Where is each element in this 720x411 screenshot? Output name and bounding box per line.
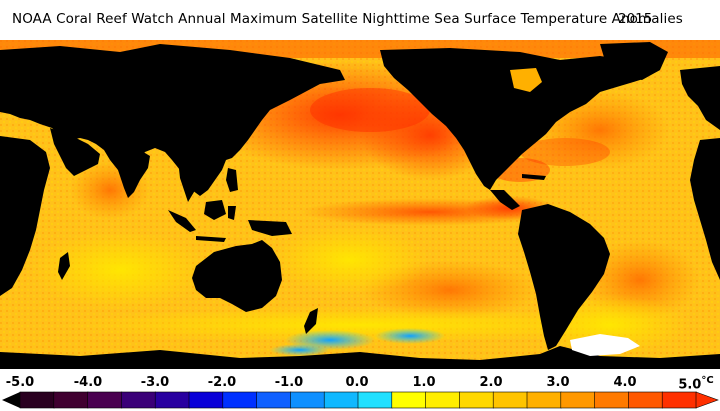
south-america [518, 204, 610, 350]
colorbar-swatch [526, 391, 562, 409]
colorbar-swatch [290, 391, 325, 409]
arabian-peninsula [50, 128, 100, 176]
title-bar: NOAA Coral Reef Watch Annual Maximum Sat… [0, 0, 720, 40]
colorbar-swatch [492, 391, 528, 409]
colorbar-swatch [222, 391, 258, 409]
new-zealand [304, 308, 318, 334]
legend-tick-label: -1.0 [274, 375, 304, 390]
legend-tick-label: -3.0 [140, 375, 170, 390]
new-guinea [248, 220, 292, 236]
legend-tick-label: 2.0 [479, 375, 503, 390]
africa-east-coast [0, 136, 50, 296]
colorbar-swatch [53, 391, 89, 409]
sst-anomaly-map [0, 40, 720, 369]
madagascar [58, 252, 70, 280]
central-america [490, 190, 520, 210]
australia [192, 240, 282, 312]
southern-ocean-cold-patch-3 [270, 344, 330, 356]
europe-west [680, 66, 720, 130]
colorbar-swatch [459, 391, 494, 409]
map-year: 2015 [618, 11, 653, 27]
philippines [226, 168, 238, 192]
legend-tick-label: 0.0 [345, 375, 369, 390]
kamchatka [290, 70, 310, 92]
north-america [380, 48, 660, 190]
atlantic-red-core [520, 138, 610, 166]
colorbar-swatch [357, 391, 393, 409]
legend-tick-label: 5.0°C [678, 375, 714, 393]
colorbar-swatch [87, 391, 123, 409]
colorbar-swatch [256, 391, 292, 409]
southern-ocean-yellow-band [60, 307, 660, 343]
legend-tick-label: 3.0 [546, 375, 570, 390]
greenland [600, 42, 668, 80]
legend-tick-label: -4.0 [73, 375, 103, 390]
south-pacific-yellow-zone [270, 225, 430, 295]
antarctica [0, 346, 720, 369]
north-pacific-red-core [310, 88, 430, 132]
southern-ocean-cold-patch-2 [375, 328, 445, 344]
colorbar-swatch [154, 391, 190, 409]
japan [228, 112, 248, 144]
hudson-bay [510, 68, 542, 92]
colorbar-swatch [391, 391, 427, 409]
legend-unit: °C [701, 375, 714, 386]
colorbar-swatch [594, 391, 630, 409]
southeast-asia-peninsula [178, 158, 204, 202]
colorbar-swatch [188, 391, 224, 409]
legend-tick-label: -5.0 [5, 375, 35, 390]
cuba [522, 174, 546, 180]
colorbar-swatch [425, 391, 461, 409]
color-legend: -5.0 -4.0 -3.0 -2.0 -1.0 0.0 1.0 2.0 3.0… [0, 369, 720, 411]
colorbar [2, 391, 719, 409]
java [196, 236, 226, 242]
indian-subcontinent [116, 150, 150, 198]
colorbar-high-arrow [695, 391, 719, 409]
colorbar-low-arrow [2, 392, 20, 408]
map-title: NOAA Coral Reef Watch Annual Maximum Sat… [12, 11, 683, 27]
colorbar-swatch [560, 391, 596, 409]
legend-tick-label: 1.0 [412, 375, 436, 390]
colorbar-swatch [323, 391, 359, 409]
indian-ocean-yellow-zone [30, 230, 210, 310]
borneo [204, 200, 226, 220]
sumatra [168, 210, 196, 232]
eurasia-landmass [0, 44, 345, 196]
colorbar-swatch [121, 391, 157, 409]
weddell-sea-ice [570, 334, 640, 356]
colorbar-swatch [661, 391, 697, 409]
africa-west-coast [690, 138, 720, 280]
colorbar-swatch [628, 391, 664, 409]
sulawesi [228, 206, 236, 220]
legend-tick-label: 4.0 [613, 375, 637, 390]
colorbar-swatch [19, 391, 55, 409]
legend-tick-label: -2.0 [207, 375, 237, 390]
